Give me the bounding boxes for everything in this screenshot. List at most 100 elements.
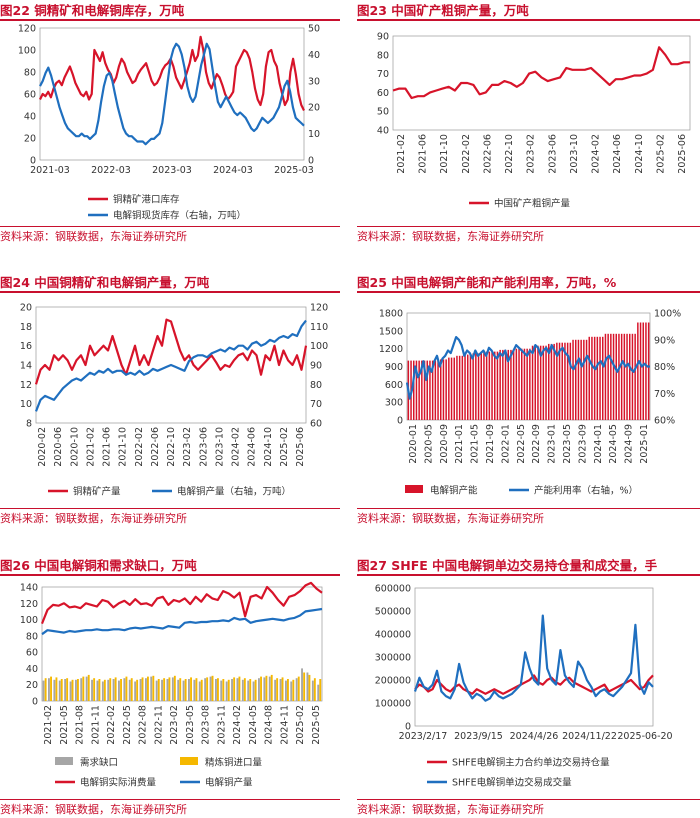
y-tick-label: 80: [26, 631, 38, 642]
x-tick-label: 2022-02: [461, 134, 472, 174]
bar-red: [526, 348, 528, 420]
y-tick-label: 400000: [375, 630, 411, 641]
bar-gray: [204, 678, 207, 701]
series-line-blue: [39, 42, 305, 146]
bar-gray: [182, 680, 185, 701]
bar-gold: [87, 674, 90, 701]
x-tick-label: 2024/11/22: [562, 731, 617, 742]
legend-label: 电解铜产能: [430, 485, 478, 497]
bar-red: [458, 355, 461, 420]
series-line-blue: [34, 319, 307, 412]
bar-gold: [66, 678, 69, 701]
bar-red: [421, 360, 423, 420]
x-tick-label: 2023-11: [216, 705, 227, 745]
bar-red: [467, 354, 469, 420]
bar-red: [577, 339, 580, 421]
bar-red: [507, 349, 509, 420]
bar-gold: [157, 679, 160, 701]
x-tick-label: 2021-10: [439, 134, 450, 174]
bar-red: [572, 339, 574, 421]
bar-red: [413, 360, 415, 420]
x-tick-label: 2020-09: [439, 424, 450, 464]
bar-red: [423, 360, 426, 420]
bar-red: [510, 349, 512, 420]
x-tick-label: 2024-11: [279, 705, 290, 745]
bar-red: [556, 342, 558, 420]
bar-red: [453, 357, 455, 420]
x-tick-label: 2025-05: [311, 705, 322, 745]
bar-gold: [260, 676, 262, 701]
x-tick-label: 2022-03: [91, 165, 131, 176]
bar-gold: [98, 679, 101, 701]
bar-red: [523, 348, 526, 420]
bar-red: [618, 333, 620, 420]
source-note: 资料来源：钢联数据，东海证券研究所: [357, 512, 544, 525]
bar-gold: [297, 676, 300, 701]
bar-gold: [211, 675, 214, 701]
panel-fig25: 图25 中国电解铜产能和产能利用率，万吨，% 0 300 600 900 1200 150…: [357, 272, 700, 532]
plot-frame: [41, 586, 323, 702]
bar-red: [440, 359, 442, 420]
bar-gold: [227, 679, 230, 701]
y-tick-label: 10: [20, 399, 32, 410]
bar-red: [599, 336, 601, 420]
x-tick-label: 2024-06: [247, 427, 258, 467]
y-tick-label: 1200: [379, 344, 403, 355]
x-tick-label: 2020-10: [69, 427, 80, 467]
y-tick-label: 1500: [379, 326, 403, 337]
bar-gray: [231, 679, 233, 701]
bar-red: [647, 322, 650, 420]
bar-red: [494, 351, 496, 420]
x-tick-label: 2024-10: [634, 134, 645, 174]
x-tick-label: 2021-10: [118, 427, 129, 467]
bar-red: [564, 342, 566, 420]
series-line-red: [40, 581, 323, 625]
chart-title: 图27 SHFE 中国电解铜单边交易持仓量和成交量，手: [357, 558, 658, 573]
y2-tick-label: 90%: [654, 335, 675, 346]
bar-gray: [285, 680, 287, 701]
bar-red: [529, 348, 531, 420]
y-tick-label: 40: [24, 112, 36, 123]
bar-gold: [281, 677, 284, 701]
source-note: 资料来源：钢联数据，东海证券研究所: [0, 803, 187, 816]
x-tick-label: 2021-05: [470, 424, 481, 464]
y-tick-label: 300: [385, 398, 403, 409]
x-tick-label: 2025-03: [274, 165, 314, 176]
bar-gray: [96, 680, 99, 701]
bar-red: [593, 336, 596, 420]
series-line-red: [34, 318, 308, 385]
chart-fig27: 0 100000 200000 300000 400000 500000 600000 202…: [375, 584, 673, 789]
x-tick-label: 2024/4/26: [510, 731, 559, 742]
x-tick-label: 2024-03: [213, 165, 253, 176]
y-tick-label: 600: [385, 380, 403, 391]
bar-red: [575, 339, 577, 421]
bar-gold: [249, 679, 252, 701]
bar-gray: [268, 676, 271, 701]
x-tick-label: 2022-10: [504, 134, 515, 174]
bar-red: [626, 333, 628, 420]
title-rule: [0, 19, 340, 21]
x-tick-label: 2021-02: [43, 705, 54, 745]
bar-gold: [163, 678, 166, 701]
y-tick-label: 300000: [375, 653, 411, 664]
bar-red: [537, 345, 539, 420]
bar-red: [639, 322, 642, 420]
bar-red: [645, 322, 647, 420]
y-tick-label: 20: [20, 303, 32, 314]
bar-red: [566, 342, 569, 420]
x-tick-label: 2023-06: [198, 427, 209, 467]
bar-gold: [71, 679, 74, 701]
y-tick-label: 200000: [375, 676, 411, 687]
x-tick-label: 2022-05: [122, 705, 133, 745]
bar-red: [450, 357, 453, 420]
bar-red: [569, 342, 572, 420]
bar-gold: [238, 676, 241, 701]
x-tick-label: 2022-05: [516, 424, 527, 464]
chart-fig25: 0 300 600 900 1200 1500 1800 60% 70% 80% 90% 100% 20…: [379, 309, 681, 497]
bar-red: [488, 351, 491, 420]
source-rule: [357, 799, 700, 800]
x-tick-label: 2023-09: [577, 424, 588, 464]
bar-gold: [308, 674, 311, 701]
x-tick-label: 2024-05: [608, 424, 619, 464]
bar-gold: [82, 676, 85, 701]
